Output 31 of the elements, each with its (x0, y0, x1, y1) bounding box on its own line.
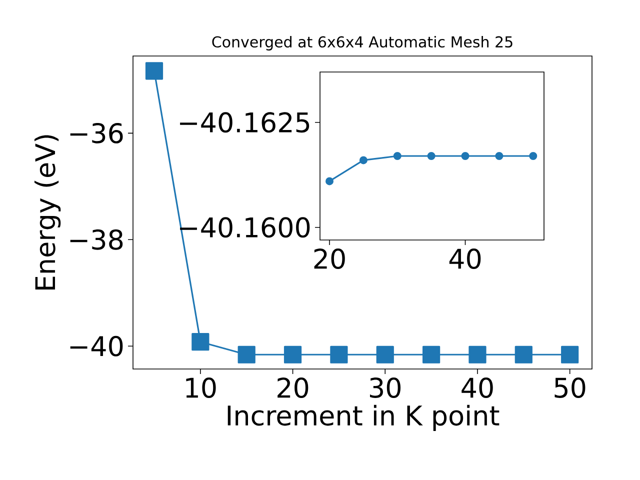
point (326, 177, 334, 186)
point (427, 152, 436, 160)
y-axis-title: Energy (eV) (34, 135, 61, 290)
x-tick-label: 20 (314, 248, 345, 269)
point (461, 152, 470, 160)
x-tick-label: 30 (370, 378, 401, 398)
point (422, 346, 440, 364)
point (330, 346, 348, 364)
x-tick-label: 40 (462, 378, 493, 398)
point (514, 346, 532, 364)
point (495, 152, 504, 160)
point (238, 346, 256, 364)
point (376, 346, 394, 364)
y-tick-label: −40.1625 (180, 112, 310, 133)
point (359, 156, 368, 164)
x-tick-label: 50 (554, 378, 586, 398)
y-tick-label: −36 (70, 122, 123, 144)
point (145, 62, 164, 80)
point (529, 152, 538, 160)
x-tick-label: 10 (186, 378, 216, 398)
point (393, 152, 402, 160)
point (561, 346, 579, 364)
y-tick-label: −38 (70, 229, 123, 250)
chart-title: Converged at 6x6x4 Automatic Mesh 25 (212, 36, 512, 50)
point (192, 333, 210, 351)
x-tick-label: 20 (278, 378, 308, 398)
y-tick-label: −40 (70, 336, 123, 356)
x-axis-title: Increment in K point (228, 404, 500, 431)
point (468, 346, 486, 364)
x-tick-label: 40 (449, 248, 481, 269)
point (284, 346, 302, 364)
